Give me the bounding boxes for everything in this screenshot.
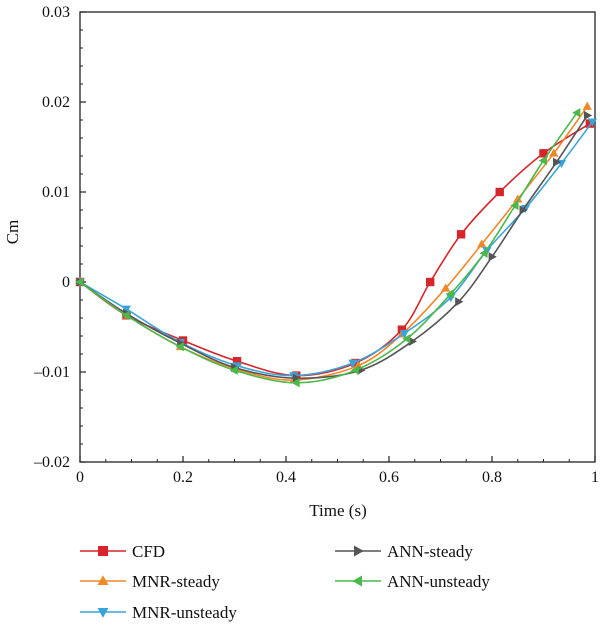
data-point-marker [585, 119, 595, 128]
legend-marker [354, 545, 364, 557]
data-point-marker [488, 252, 497, 262]
y-tick-label: –0.01 [33, 364, 70, 381]
series-line [79, 112, 578, 384]
x-tick-label: 0.8 [482, 469, 502, 486]
data-point-marker [495, 187, 504, 197]
legend-item: MNR-steady [80, 572, 220, 591]
data-point-marker [456, 230, 466, 239]
legend-label: ANN-steady [387, 542, 473, 561]
data-point-marker [426, 277, 435, 287]
data-point-marker [582, 101, 592, 110]
data-point-marker [229, 365, 238, 375]
series-line [79, 106, 588, 381]
data-point-marker [587, 118, 598, 127]
legend-item: CFD [80, 542, 165, 561]
series-mnr-steady [75, 101, 592, 384]
series-line [79, 115, 588, 380]
legend-item: ANN-steady [335, 542, 473, 561]
data-point-marker [513, 194, 523, 203]
data-point-marker [348, 359, 358, 368]
data-point-marker [408, 336, 418, 347]
data-point-marker [121, 305, 131, 314]
x-tick-label: 0.4 [276, 469, 296, 486]
series-ann-steady [76, 110, 593, 383]
plot-axes: 0 0.2 0.4 0.6 0.8 1 –0.02 –0.01 0 0.01 0.02 0.03 [33, 4, 599, 486]
x-axis-label: Time (s) [309, 501, 366, 520]
data-point-marker [538, 155, 547, 166]
x-tick-label: 0.2 [173, 469, 193, 486]
data-point-marker [519, 205, 528, 215]
data-point-marker [292, 373, 302, 383]
chart-legend: CFD MNR-steady MNR-unsteady ANN-steady ANN-u… [80, 542, 490, 622]
data-point-marker [175, 342, 184, 352]
legend-label: MNR-unsteady [132, 603, 237, 622]
y-tick-label: –0.02 [33, 454, 70, 471]
y-tick-label: 0.02 [42, 94, 70, 111]
series-cfd [75, 119, 595, 380]
data-point-marker [477, 239, 487, 248]
legend-marker [352, 575, 362, 587]
x-tick-label: 0.6 [379, 469, 399, 486]
legend-label: MNR-steady [132, 572, 220, 591]
data-point-marker [353, 360, 363, 370]
legend-marker [98, 546, 108, 556]
legend-marker [97, 575, 109, 585]
legend-marker [97, 608, 109, 618]
series-line [79, 121, 594, 377]
y-axis-label: Cm [3, 220, 22, 245]
data-point-marker [402, 334, 411, 344]
legend-item: ANN-unsteady [335, 572, 490, 591]
data-point-marker [121, 310, 130, 320]
data-point-marker [350, 365, 359, 375]
data-point-marker [399, 329, 410, 339]
data-point-marker [75, 277, 84, 287]
y-tick-label: 0.03 [42, 4, 70, 21]
data-point-marker [441, 283, 451, 292]
series-mnr-unsteady [75, 118, 598, 381]
plot-frame [79, 11, 596, 463]
series-line [79, 122, 591, 377]
data-point-marker [232, 357, 242, 366]
data-point-marker [572, 108, 581, 118]
y-tick-label: 0.01 [42, 184, 70, 201]
data-point-marker [553, 157, 562, 167]
x-tick-label: 0 [76, 469, 84, 486]
data-point-marker [291, 378, 300, 388]
data-point-marker [549, 148, 559, 157]
data-point-marker [455, 297, 464, 307]
data-point-marker [539, 149, 548, 158]
legend-item: MNR-unsteady [80, 603, 237, 622]
data-point-marker [510, 200, 519, 211]
data-point-marker [445, 289, 455, 299]
legend-label: CFD [132, 542, 165, 561]
data-point-marker [479, 248, 488, 258]
data-point-marker [583, 110, 593, 121]
x-tick-label: 1 [591, 469, 599, 486]
series-ann-unsteady [75, 108, 581, 388]
series-layer [75, 101, 598, 388]
y-tick-label: 0 [62, 274, 70, 291]
legend-label: ANN-unsteady [387, 572, 490, 591]
